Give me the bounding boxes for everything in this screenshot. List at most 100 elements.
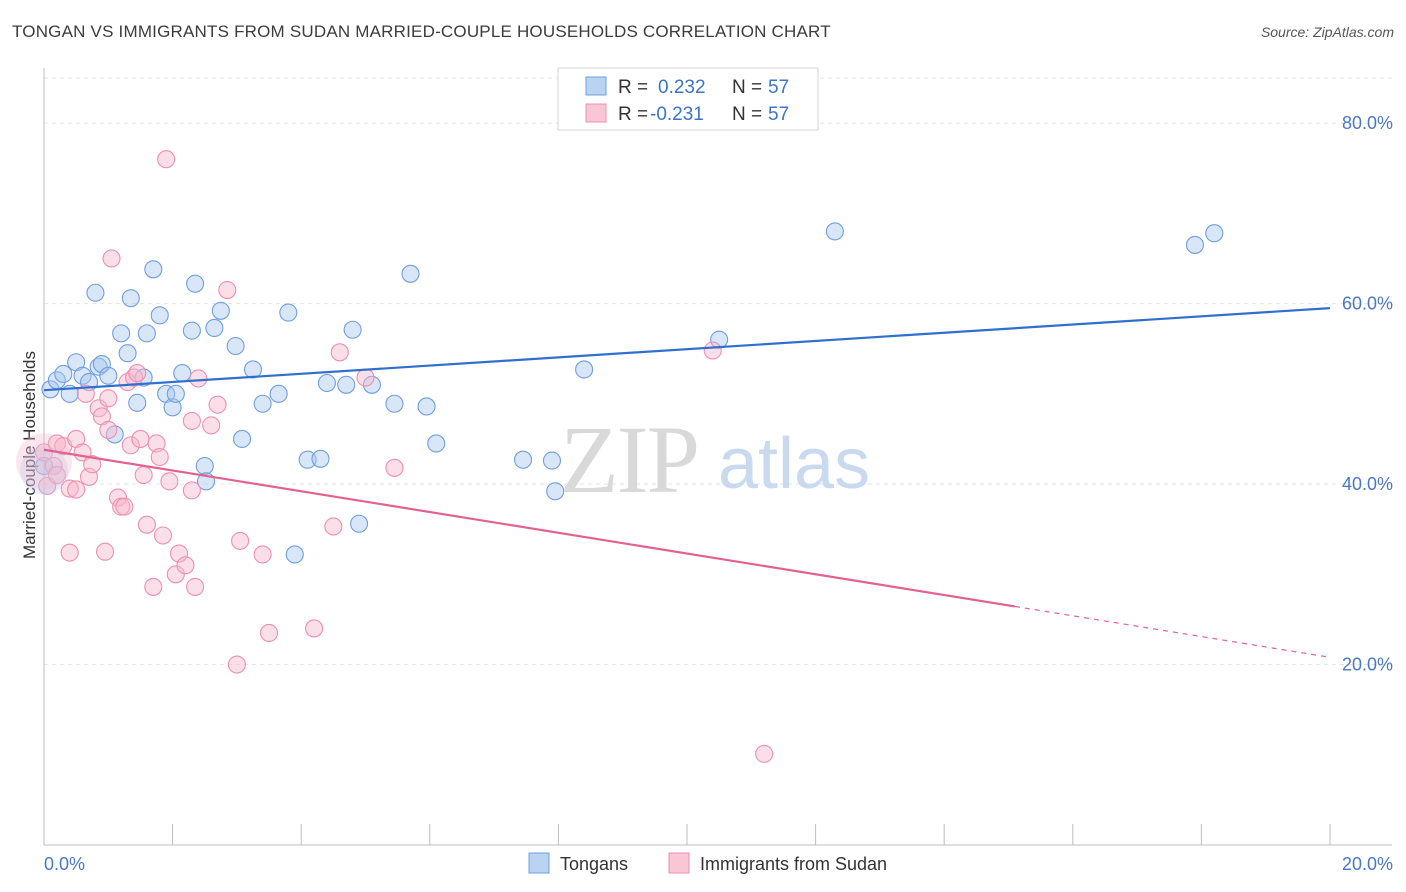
tongan-point (226, 336, 245, 356)
tongan-point (542, 451, 562, 470)
tongan-point (385, 394, 404, 413)
tongan-point (337, 375, 356, 394)
legend-bottom-swatch-sudan (668, 852, 690, 874)
legend-bottom-label-sudan: Immigrants from Sudan (700, 854, 887, 874)
legend-swatch-tongans (585, 76, 607, 96)
tongan-point (144, 260, 163, 279)
tongan-point (166, 384, 185, 403)
sudan-trend-extension (1014, 605, 1331, 658)
legend-bottom: Tongans Immigrants from Sudan (528, 852, 887, 874)
sudan-point (330, 343, 349, 362)
tongan-point (417, 397, 436, 416)
tongan-point (253, 394, 272, 413)
tongan-point (825, 222, 844, 241)
y-axis-label: Married-couple Households (20, 351, 39, 559)
tongan-point (112, 324, 131, 343)
tongan-point (362, 375, 381, 394)
sudan-point (60, 543, 79, 562)
watermark-atlas: atlas (718, 424, 870, 504)
sudan-point (76, 384, 95, 403)
axes (43, 68, 1392, 846)
sudan-point (253, 545, 272, 564)
tongan-point (150, 306, 169, 325)
sudan-point (218, 281, 237, 300)
trend-lines (43, 307, 1331, 658)
sudan-point (324, 517, 343, 536)
tongan-point (173, 364, 192, 383)
legend-bottom-label-tongans: Tongans (560, 854, 628, 874)
sudan-point (83, 455, 102, 474)
sudan-point (182, 481, 201, 500)
sudan-point (259, 623, 279, 642)
sudan-point (147, 434, 166, 453)
tongan-point (232, 429, 252, 448)
tongan-point (118, 344, 137, 363)
tongan-point (285, 545, 304, 564)
sudan-point (131, 429, 150, 448)
tongan-point (121, 289, 140, 308)
legend-bottom-swatch-tongans (528, 852, 550, 874)
sudan-trend-line (43, 448, 1016, 608)
tongan-point (401, 264, 420, 283)
sudan-point (67, 480, 86, 499)
legend-n-label: N = (732, 104, 762, 125)
data-points (16, 150, 1224, 763)
tongan-point (513, 450, 533, 469)
sudan-point (150, 447, 169, 467)
tongan-point (298, 450, 317, 469)
tongan-point (128, 393, 147, 412)
legend-r-label: R = (618, 77, 648, 98)
tongan-point (86, 283, 105, 302)
sudan-point (47, 465, 66, 485)
tongan-point (205, 318, 224, 338)
tongan-point (137, 324, 156, 343)
tongan-point (195, 456, 214, 476)
legend-n-value: 57 (768, 77, 789, 98)
sudan-point (96, 542, 115, 561)
tongan-point (1185, 235, 1205, 254)
sudan-point (34, 443, 54, 462)
sudan-point (99, 420, 118, 439)
sudan-point (60, 479, 79, 498)
sudan-point (160, 472, 179, 491)
tongan-point (575, 360, 594, 379)
legend-n-label: N = (732, 77, 762, 98)
tongan-trend-line (43, 307, 1331, 392)
legend-n-value: 57 (768, 104, 789, 125)
tongan-point (186, 274, 205, 293)
sudan-point (189, 369, 208, 388)
tongan-point (1205, 224, 1224, 243)
sudan-point (144, 577, 163, 596)
sudan-point (99, 389, 118, 408)
tick-labels: 20.0% 40.0% 60.0% 80.0% 0.0% 20.0% (44, 113, 1393, 874)
sudan-point (157, 150, 176, 169)
y-tick-label: 60.0% (1342, 294, 1393, 314)
x-tick-label-max: 20.0% (1342, 854, 1393, 874)
sudan-point (137, 515, 156, 534)
legend-top: R = 0.232 N = 57 R = -0.231 N = 57 (557, 67, 819, 131)
tongan-cluster (20, 446, 68, 495)
tongan-point (211, 301, 230, 320)
y-tick-label: 80.0% (1342, 113, 1393, 133)
sudan-point (186, 577, 205, 596)
sudan-point (208, 395, 227, 414)
tongan-point (54, 364, 73, 384)
chart-title: TONGAN VS IMMIGRANTS FROM SUDAN MARRIED-… (12, 22, 831, 41)
sudan-point (703, 341, 722, 360)
legend-r-label: R = (618, 104, 648, 125)
tongan-point (317, 373, 336, 393)
source-label: Source: ZipAtlas.com (1260, 24, 1394, 40)
watermark-zip: ZIP (560, 406, 698, 513)
y-tick-label: 20.0% (1342, 655, 1393, 675)
sudan-point (169, 544, 189, 563)
sudan-point (153, 526, 173, 545)
sudan-cluster (16, 433, 72, 490)
tongan-point (89, 357, 108, 376)
tongan-point (92, 354, 111, 374)
tongan-point (343, 320, 362, 339)
sudan-point (115, 497, 134, 516)
sudan-point (356, 368, 375, 387)
sudan-point (202, 416, 221, 435)
x-tick-label-min: 0.0% (44, 854, 85, 874)
sudan-point (231, 531, 250, 550)
